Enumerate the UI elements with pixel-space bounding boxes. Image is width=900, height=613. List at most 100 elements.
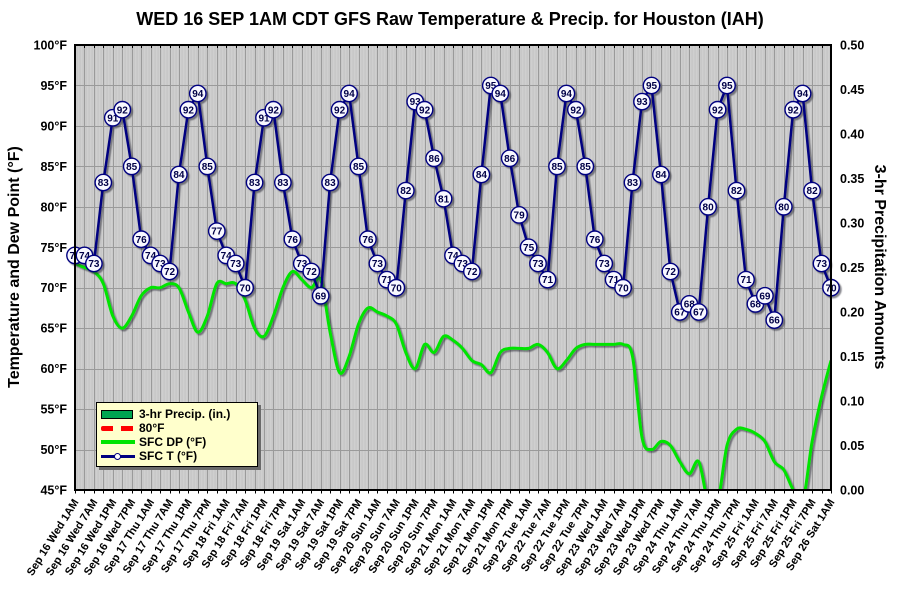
temp-point-value: 84 bbox=[476, 170, 488, 181]
temp-point-marker bbox=[387, 278, 406, 297]
temp-point-value: 92 bbox=[268, 105, 280, 116]
temp-point-marker bbox=[198, 157, 217, 176]
temp-point-value: 93 bbox=[410, 97, 422, 108]
y-axis-tick-label-right: 0.35 bbox=[840, 172, 864, 186]
temp-point-marker bbox=[207, 222, 226, 241]
temp-point-value: 74 bbox=[79, 251, 91, 262]
temp-point-value: 70 bbox=[618, 283, 630, 294]
temp-point-marker bbox=[179, 100, 198, 119]
temp-point-value: 76 bbox=[589, 235, 601, 246]
temp-point-value: 83 bbox=[627, 178, 639, 189]
temp-point-value: 86 bbox=[504, 154, 516, 165]
temp-point-value: 73 bbox=[372, 259, 384, 270]
temp-point-value: 75 bbox=[523, 243, 535, 254]
temp-point-marker bbox=[236, 278, 255, 297]
temp-point-value: 83 bbox=[249, 178, 261, 189]
temp-point-value: 85 bbox=[202, 162, 214, 173]
temp-point-marker bbox=[708, 100, 727, 119]
temp-point-marker bbox=[188, 84, 207, 103]
y-axis-tick-label-right: 0.40 bbox=[840, 128, 864, 142]
temp-point-marker bbox=[434, 189, 453, 208]
temp-point-marker bbox=[557, 84, 576, 103]
temp-point-value: 73 bbox=[88, 259, 100, 270]
temp-point-marker bbox=[576, 157, 595, 176]
legend-item-label: SFC DP (°F) bbox=[139, 435, 207, 449]
temp-point-value: 71 bbox=[381, 275, 393, 286]
temp-point-value: 92 bbox=[712, 105, 724, 116]
temp-point-marker bbox=[803, 181, 821, 200]
temp-point-value: 83 bbox=[277, 178, 289, 189]
legend-item-label: 3-hr Precip. (in.) bbox=[139, 407, 231, 421]
temp-point-value: 85 bbox=[126, 162, 138, 173]
temp-point-value: 66 bbox=[769, 316, 781, 327]
temp-point-value: 91 bbox=[258, 113, 270, 124]
temp-point-value: 85 bbox=[580, 162, 592, 173]
y-axis-tick-label-left: 90°F bbox=[40, 119, 67, 133]
temp-point-value: 74 bbox=[145, 251, 157, 262]
y-axis-tick-label-left: 70°F bbox=[40, 281, 67, 295]
temp-point-marker bbox=[538, 270, 557, 289]
temp-point-marker bbox=[793, 84, 812, 103]
temp-point-marker bbox=[302, 262, 321, 281]
y-axis-tick-label-right: 0.50 bbox=[840, 39, 864, 53]
temp-point-value: 70 bbox=[240, 283, 252, 294]
temp-point-marker bbox=[519, 238, 538, 257]
temp-point-marker bbox=[548, 157, 566, 176]
temp-point-value: 67 bbox=[693, 308, 705, 319]
temp-point-marker bbox=[273, 173, 292, 192]
temp-point-value: 77 bbox=[211, 227, 223, 238]
temp-point-marker bbox=[283, 230, 302, 249]
temp-point-value: 92 bbox=[570, 105, 582, 116]
temp-point-value: 68 bbox=[750, 300, 762, 311]
temp-point-value: 85 bbox=[353, 162, 365, 173]
temp-point-value: 92 bbox=[419, 105, 431, 116]
temp-point-marker bbox=[122, 157, 141, 176]
temp-point-marker bbox=[169, 165, 188, 184]
y-axis-tick-label-left: 60°F bbox=[40, 362, 67, 376]
temp-point-value: 95 bbox=[721, 81, 733, 92]
temp-point-value: 70 bbox=[391, 283, 403, 294]
left-axis-tick-labels: 100°F 95°F 90°F 85°F 80°F 75°F 70°F 65°F 60°F 55°… bbox=[34, 39, 68, 498]
temp-point-marker bbox=[699, 197, 717, 216]
temp-point-marker bbox=[774, 197, 793, 216]
temp-point-value: 86 bbox=[429, 154, 441, 165]
temp-point-value: 94 bbox=[192, 89, 204, 100]
temp-point-value: 83 bbox=[325, 178, 337, 189]
y-axis-tick-label-right: 0.25 bbox=[840, 261, 864, 275]
green-line-swatch-icon bbox=[101, 440, 139, 444]
temp-point-value: 83 bbox=[98, 178, 110, 189]
temp-point-value: 73 bbox=[532, 259, 544, 270]
temp-point-marker bbox=[245, 173, 264, 192]
temp-point-marker bbox=[264, 100, 283, 119]
y-axis-tick-label-left: 55°F bbox=[40, 403, 67, 417]
temp-point-value: 72 bbox=[164, 267, 176, 278]
temp-point-marker bbox=[340, 84, 358, 103]
temp-point-marker bbox=[510, 205, 528, 224]
temp-point-marker bbox=[330, 100, 349, 119]
legend-item-label: SFC T (°F) bbox=[139, 449, 198, 463]
temp-point-marker bbox=[85, 254, 103, 273]
temp-point-marker bbox=[349, 157, 368, 176]
y-axis-tick-label-right: 0.10 bbox=[840, 395, 864, 409]
temp-point-value: 76 bbox=[136, 235, 148, 246]
temp-point-marker bbox=[567, 100, 585, 119]
y-axis-tick-label-left: 85°F bbox=[40, 160, 67, 174]
temp-point-marker bbox=[396, 181, 415, 200]
temp-point-marker bbox=[226, 254, 245, 273]
temp-point-value: 94 bbox=[495, 89, 507, 100]
temp-point-marker bbox=[689, 303, 708, 321]
temp-point-value: 73 bbox=[155, 259, 167, 270]
temp-point-value: 95 bbox=[485, 81, 497, 92]
temp-point-marker bbox=[661, 262, 680, 281]
legend-item-temp: SFC T (°F) bbox=[101, 449, 253, 463]
temp-point-marker bbox=[585, 230, 604, 249]
legend-item-80f: 80°F bbox=[101, 421, 253, 435]
temp-point-value: 71 bbox=[608, 275, 620, 286]
temp-point-marker bbox=[415, 100, 434, 119]
temp-point-value: 92 bbox=[334, 105, 346, 116]
temp-point-marker bbox=[425, 149, 443, 168]
temp-point-value: 71 bbox=[740, 275, 752, 286]
